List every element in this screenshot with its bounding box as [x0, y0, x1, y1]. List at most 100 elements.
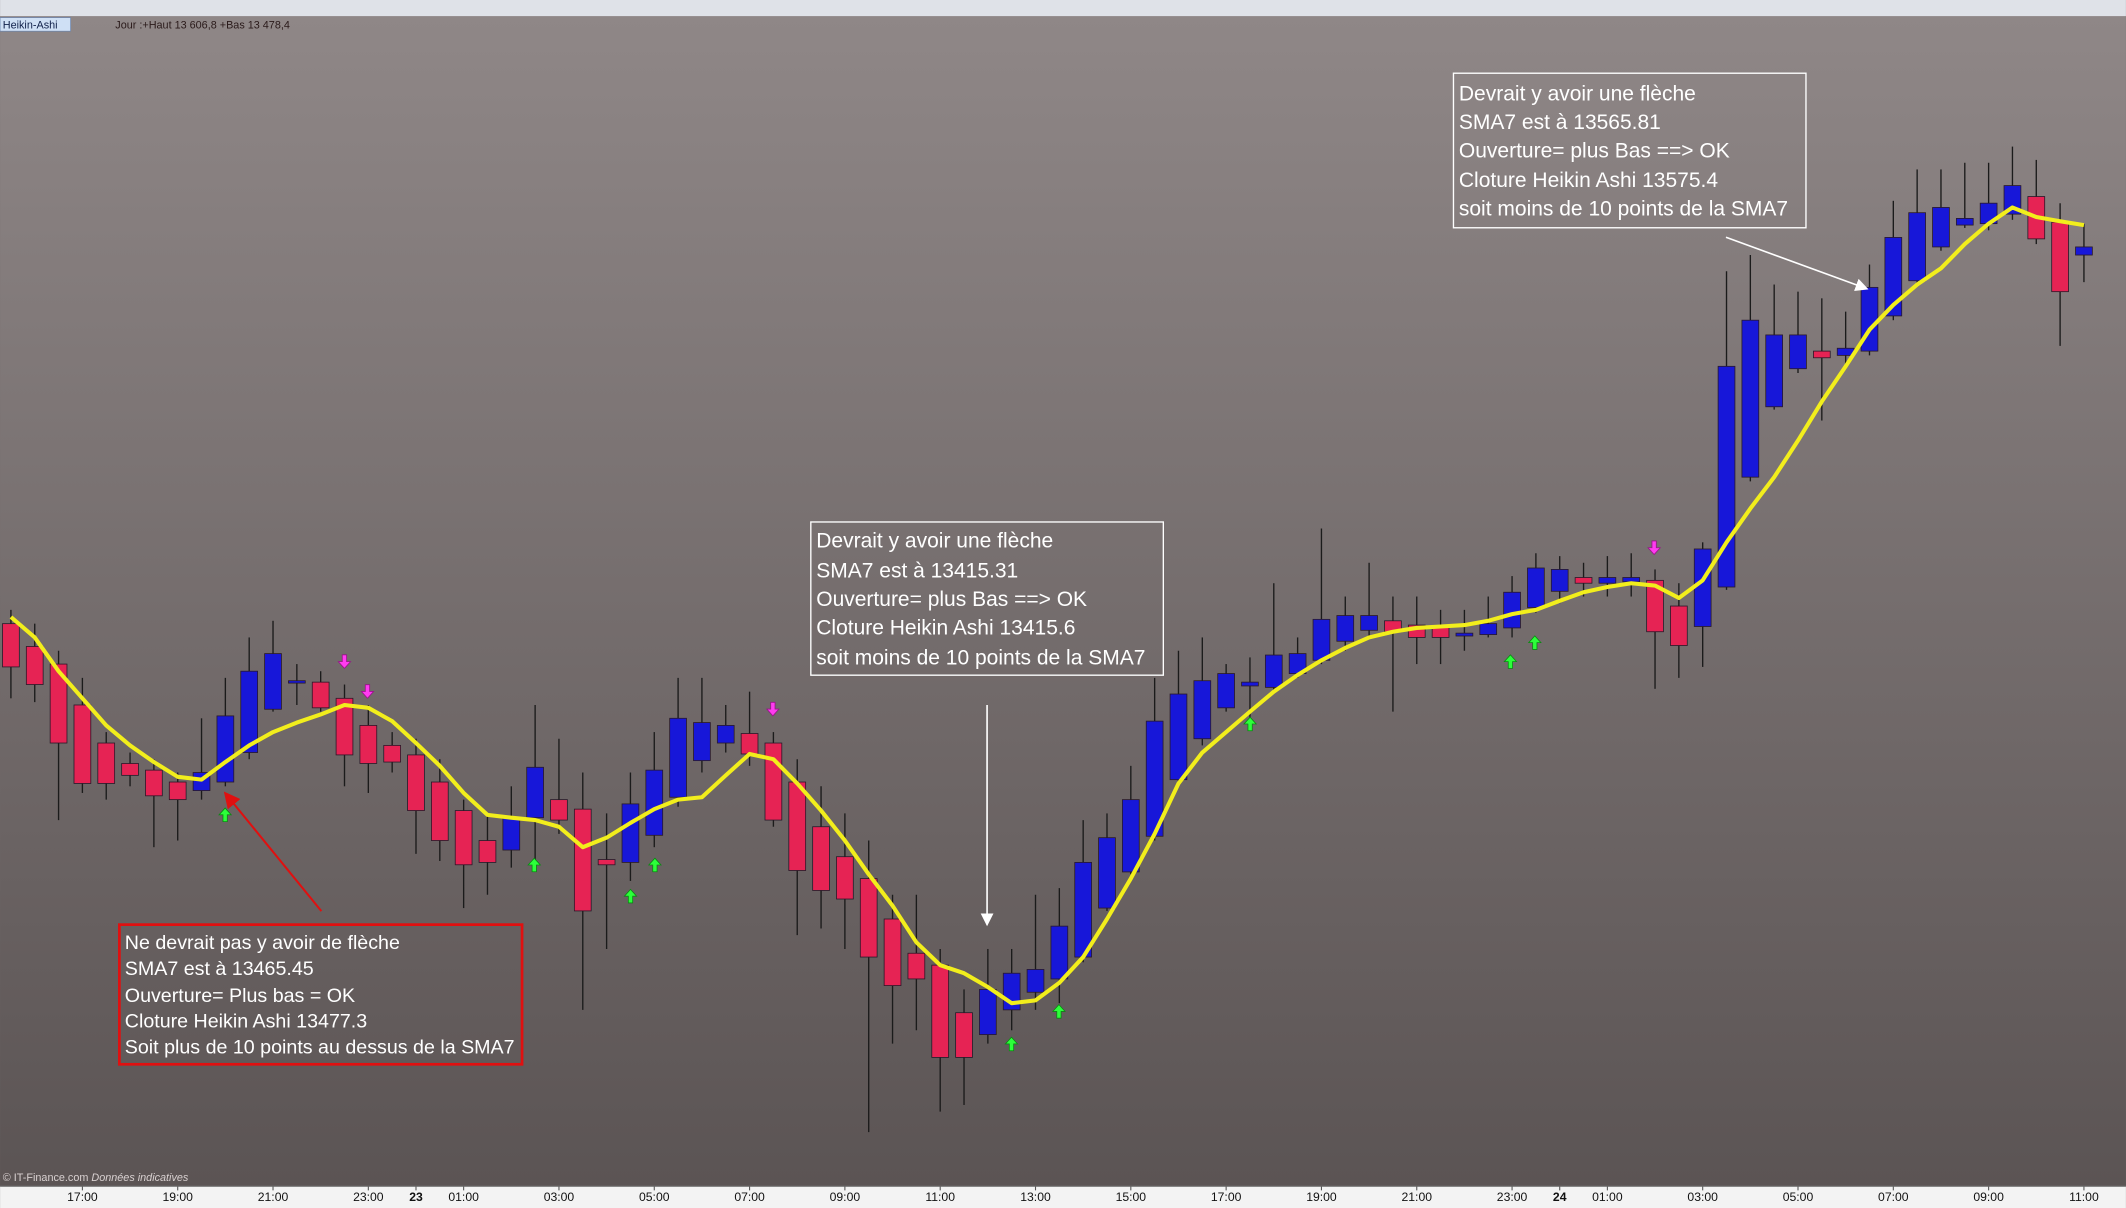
annotation-1: Ne devrait pas y avoir de flèche SMA7 es… [118, 791, 524, 1066]
x-tick-label: 23 [409, 1190, 423, 1204]
candle-body [25, 646, 44, 685]
candle-body [1169, 693, 1188, 781]
candle-body [1693, 548, 1712, 627]
candle-body [1479, 623, 1498, 635]
annotation-line: Ouverture= plus Bas ==> OK [1459, 139, 1730, 162]
sma-line [9, 205, 2085, 1006]
annotation-2: Devrait y avoir une flèche SMA7 est à 13… [810, 521, 1165, 927]
x-tick-label: 21:00 [1402, 1190, 1433, 1204]
x-tick-label: 15:00 [1116, 1190, 1147, 1204]
x-tick-label: 01:00 [448, 1190, 479, 1204]
candle-body [1360, 615, 1378, 631]
candle-body [1050, 925, 1069, 980]
plot-background [0, 16, 2126, 1187]
candle-body [73, 704, 92, 784]
annotation-arrow [1725, 236, 1869, 291]
candle-body [2, 623, 20, 668]
x-tick-label: 01:00 [1592, 1190, 1623, 1204]
candle-body [740, 733, 759, 755]
x-tick-label: 03:00 [1687, 1190, 1718, 1204]
x-tick-label: 07:00 [734, 1190, 765, 1204]
annotation-line: Cloture Heikin Ashi 13415.6 [816, 617, 1075, 640]
annotation-line: soit moins de 10 points de la SMA7 [816, 646, 1145, 669]
candle-body [979, 988, 997, 1035]
footer-source: © IT-Finance.com Données indicatives [3, 1172, 189, 1184]
annotation-line: Devrait y avoir une flèche [816, 530, 1053, 553]
x-tick-label: 21:00 [258, 1190, 289, 1204]
annotation-line: soit moins de 10 points de la SMA7 [1459, 198, 1788, 221]
candle-body [669, 717, 687, 798]
candle-body [478, 840, 497, 863]
candle-body [407, 754, 425, 811]
candle-body [1741, 319, 1760, 478]
candle-body [1527, 567, 1545, 608]
candle-body [1765, 334, 1783, 408]
x-tick-label: 05:00 [639, 1190, 670, 1204]
candle-body [1312, 618, 1331, 661]
candle-body [1622, 577, 1641, 583]
x-tick-label: 07:00 [1878, 1190, 1909, 1204]
x-tick-label: 03:00 [544, 1190, 575, 1204]
candle-body [1884, 237, 1903, 317]
candle-body [1026, 969, 1045, 993]
annotation-3: Devrait y avoir une flèche SMA7 est à 13… [1452, 72, 1869, 291]
candle-body [240, 670, 259, 753]
candle-body [1122, 799, 1140, 873]
annotation-line: Devrait y avoir une flèche [1459, 82, 1696, 105]
candle-body [550, 799, 568, 821]
annotation-line: Cloture Heikin Ashi 13575.4 [1459, 169, 1718, 192]
candle-body [383, 744, 401, 763]
x-tick-label: 23:00 [353, 1190, 384, 1204]
candle-body [97, 742, 116, 784]
instrument-tab[interactable] [0, 17, 71, 32]
candle-body [49, 663, 68, 744]
candle-body [883, 918, 902, 987]
annotation-line: Cloture Heikin Ashi 13477.3 [125, 1011, 367, 1033]
x-tick-label: 09:00 [1973, 1190, 2004, 1204]
candle-body [1955, 218, 1974, 226]
candle-body [1503, 591, 1521, 629]
candle-body [1455, 632, 1474, 637]
x-axis-strip [0, 1186, 2126, 1208]
annotation-box [118, 923, 524, 1066]
marks [2, 146, 2093, 1133]
candle-body [526, 766, 544, 819]
annotation-line: SMA7 est à 13565.81 [1459, 111, 1661, 134]
candle-body [2075, 246, 2093, 256]
toolbar [0, 0, 2126, 17]
candle-body [335, 697, 354, 756]
candle-body [168, 781, 187, 801]
annotation-line: SMA7 est à 13415.31 [816, 560, 1018, 583]
x-tick-label: 17:00 [1211, 1190, 1242, 1204]
candle-body [1574, 577, 1593, 584]
annotation-box [810, 521, 1165, 676]
candle-body [2051, 221, 2069, 293]
x-tick-label: 24 [1553, 1190, 1567, 1204]
candle-body [288, 680, 306, 684]
candle-body [216, 715, 235, 783]
candle-body [1098, 837, 1116, 909]
x-tick-label: 09:00 [830, 1190, 861, 1204]
candle-body [1193, 680, 1212, 740]
candle-body [311, 681, 330, 709]
candle-body [1717, 365, 1736, 588]
x-tick-label: 19:00 [162, 1190, 193, 1204]
candle-body [573, 808, 592, 912]
annotation-line: Ne devrait pas y avoir de flèche [125, 932, 400, 954]
candle-body [121, 763, 139, 776]
annotation-box [1452, 72, 1807, 229]
candle-body [693, 722, 711, 762]
candle-body [359, 725, 378, 764]
candle-body [621, 803, 640, 863]
x-tick-label: 23:00 [1497, 1190, 1528, 1204]
candle-body [931, 964, 950, 1058]
candle-body [1241, 681, 1259, 687]
annotation-line: Ouverture= Plus bas = OK [125, 985, 355, 1007]
annotation-line: SMA7 est à 13465.45 [125, 958, 314, 980]
candle-body [716, 725, 735, 744]
candle-body [645, 769, 664, 836]
candle-body [764, 742, 783, 821]
candle-body [1550, 569, 1569, 592]
candle-body [1813, 350, 1831, 359]
